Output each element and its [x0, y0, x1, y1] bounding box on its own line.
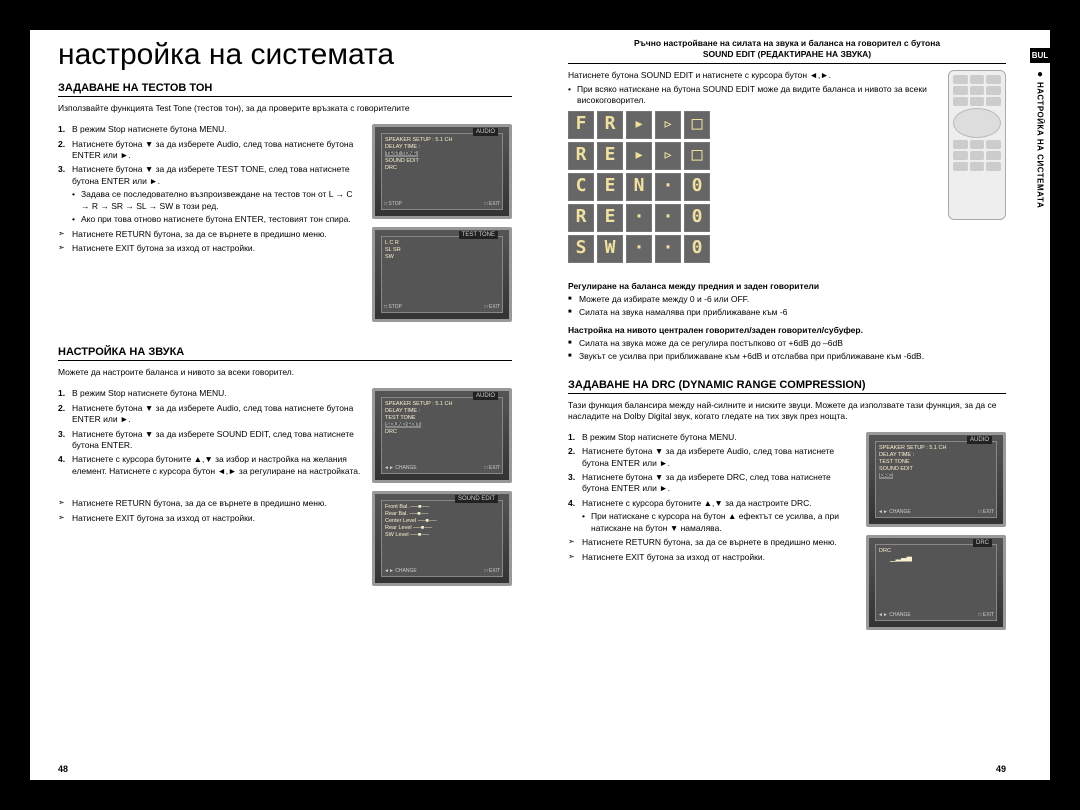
sec2-p1: Натиснете RETURN бутона, за да се върнет…	[72, 498, 362, 509]
sec2-row: 1.В режим Stop натиснете бутона MENU. 2.…	[58, 388, 512, 586]
sec3-text: 1.В режим Stop натиснете бутона MENU. 2.…	[568, 432, 856, 630]
side-label: НАСТРОЙКА НА СИСТЕМАТА	[1036, 82, 1045, 208]
sec2-s1: В режим Stop натиснете бутона MENU.	[72, 388, 227, 398]
language-badge: BUL	[1030, 48, 1050, 63]
sec3-intro: Тази функция балансира между най-силните…	[568, 400, 1006, 422]
page-spread: настройка на системата ЗАДАВАНЕ НА ТЕСТО…	[30, 30, 1050, 780]
sec3-b1: При натискане с курсора на бутон ▲ ефект…	[582, 511, 856, 534]
tv-screen: SOUND EDITFront Bal. ──■── Rear Bal. ──■…	[372, 491, 512, 586]
sec3-p1: Натиснете RETURN бутона, за да се върнет…	[582, 537, 856, 548]
sub2-h: Настройка на нивото централен говорител/…	[568, 325, 1006, 335]
r-intro: Натиснете бутона SOUND EDIT и натиснете …	[568, 70, 938, 81]
sub1-b: Силата на звука намалява при приближаван…	[568, 307, 1006, 317]
sub2-b: Звукът се усилва при приближаване към +6…	[568, 351, 1006, 361]
sec3-s3: Натиснете бутона ▼ за да изберете DRC, с…	[582, 472, 831, 493]
sec1-row: 1.В режим Stop натиснете бутона MENU. 2.…	[58, 124, 512, 322]
sec2-heading: НАСТРОЙКА НА ЗВУКА	[58, 346, 512, 361]
sec2-s3: Натиснете бутона ▼ за да изберете SOUND …	[72, 429, 354, 450]
sec1-s2: Натиснете бутона ▼ за да изберете Audio,…	[72, 139, 353, 160]
sec2-s4: Натиснете с курсора бутоните ▲,▼ за избо…	[72, 454, 360, 475]
sec3-s4: Натиснете с курсора бутоните ▲,▼ за да н…	[582, 498, 812, 508]
right-page: Ръчно настройване на силата на звука и б…	[540, 30, 1050, 780]
sec2-images: AUDIOSPEAKER SETUP : 5.1 CHDELAY TIME :T…	[372, 388, 512, 586]
sec2-p2: Натиснете EXIT бутона за изход от настро…	[72, 513, 362, 524]
sec3-s1: В режим Stop натиснете бутона MENU.	[582, 432, 737, 442]
sec3-s2: Натиснете бутона ▼ за да изберете Audio,…	[582, 446, 834, 467]
tv-screen: AUDIOSPEAKER SETUP : 5.1 CHDELAY TIME :T…	[372, 388, 512, 483]
tv-screen: TEST TONEL C RSL SR SW□ STOP□ EXIT	[372, 227, 512, 322]
top-note: Ръчно настройване на силата на звука и б…	[568, 38, 1006, 64]
sub2-a: Силата на звука може да се регулира пост…	[568, 338, 1006, 348]
sec1-b1: Задава се последователно възпроизвеждане…	[72, 189, 362, 212]
sec3-heading: ЗАДАВАНЕ НА DRC (DYNAMIC RANGE COMPRESSI…	[568, 379, 1006, 394]
sec1-text: 1.В режим Stop натиснете бутона MENU. 2.…	[58, 124, 362, 322]
tv-screen: AUDIOSPEAKER SETUP : 5.1 CHDELAY TIME :T…	[372, 124, 512, 219]
sec3-row: 1.В режим Stop натиснете бутона MENU. 2.…	[568, 432, 1006, 630]
side-tab: BUL ● НАСТРОЙКА НА СИСТЕМАТА	[1030, 48, 1050, 478]
sec1-heading: ЗАДАВАНЕ НА ТЕСТОВ ТОН	[58, 82, 512, 97]
segment-display: FR▸▹□RE▸▹□CEN·0RE··0SW··0	[568, 111, 808, 263]
sec1-p2: Натиснете EXIT бутона за изход от настро…	[72, 243, 362, 254]
page-number: 48	[58, 764, 68, 774]
sec1-s3: Натиснете бутона ▼ за да изберете TEST T…	[72, 164, 350, 185]
r-intro-b1: При всяко натискане на бутона SOUND EDIT…	[568, 84, 938, 107]
sec3-images: AUDIOSPEAKER SETUP : 5.1 CHDELAY TIME :T…	[866, 432, 1006, 630]
sec2-intro: Можете да настроите баланса и нивото за …	[58, 367, 512, 378]
sub1-a: Можете да избирате между 0 и -6 или OFF.	[568, 294, 1006, 304]
sec1-b2: Ако при това отново натиснете бутона ENT…	[72, 214, 362, 225]
tv-screen: DRCDRC ▁▃▅▇◄► CHANGE□ EXIT	[866, 535, 1006, 630]
sec3-p2: Натиснете EXIT бутона за изход от настро…	[582, 552, 856, 563]
remote-control-icon	[948, 70, 1006, 220]
page-number: 49	[996, 764, 1006, 774]
right-intro-col: Натиснете бутона SOUND EDIT и натиснете …	[568, 70, 938, 272]
sub1-h: Регулиране на баланса между предния и за…	[568, 281, 1006, 291]
sec1-intro: Използвайте функцията Test Tone (тестов …	[58, 103, 512, 114]
sec2-s2: Натиснете бутона ▼ за да изберете Audio,…	[72, 403, 353, 424]
sec2-text: 1.В режим Stop натиснете бутона MENU. 2.…	[58, 388, 362, 586]
left-page: настройка на системата ЗАДАВАНЕ НА ТЕСТО…	[30, 30, 540, 780]
sec1-images: AUDIOSPEAKER SETUP : 5.1 CHDELAY TIME :T…	[372, 124, 512, 322]
sec1-p1: Натиснете RETURN бутона, за да се върнет…	[72, 229, 362, 240]
main-title: настройка на системата	[58, 38, 512, 72]
tv-screen: AUDIOSPEAKER SETUP : 5.1 CHDELAY TIME :T…	[866, 432, 1006, 527]
bullet-icon: ●	[1037, 69, 1043, 80]
sec1-s1: В режим Stop натиснете бутона MENU.	[72, 124, 227, 134]
